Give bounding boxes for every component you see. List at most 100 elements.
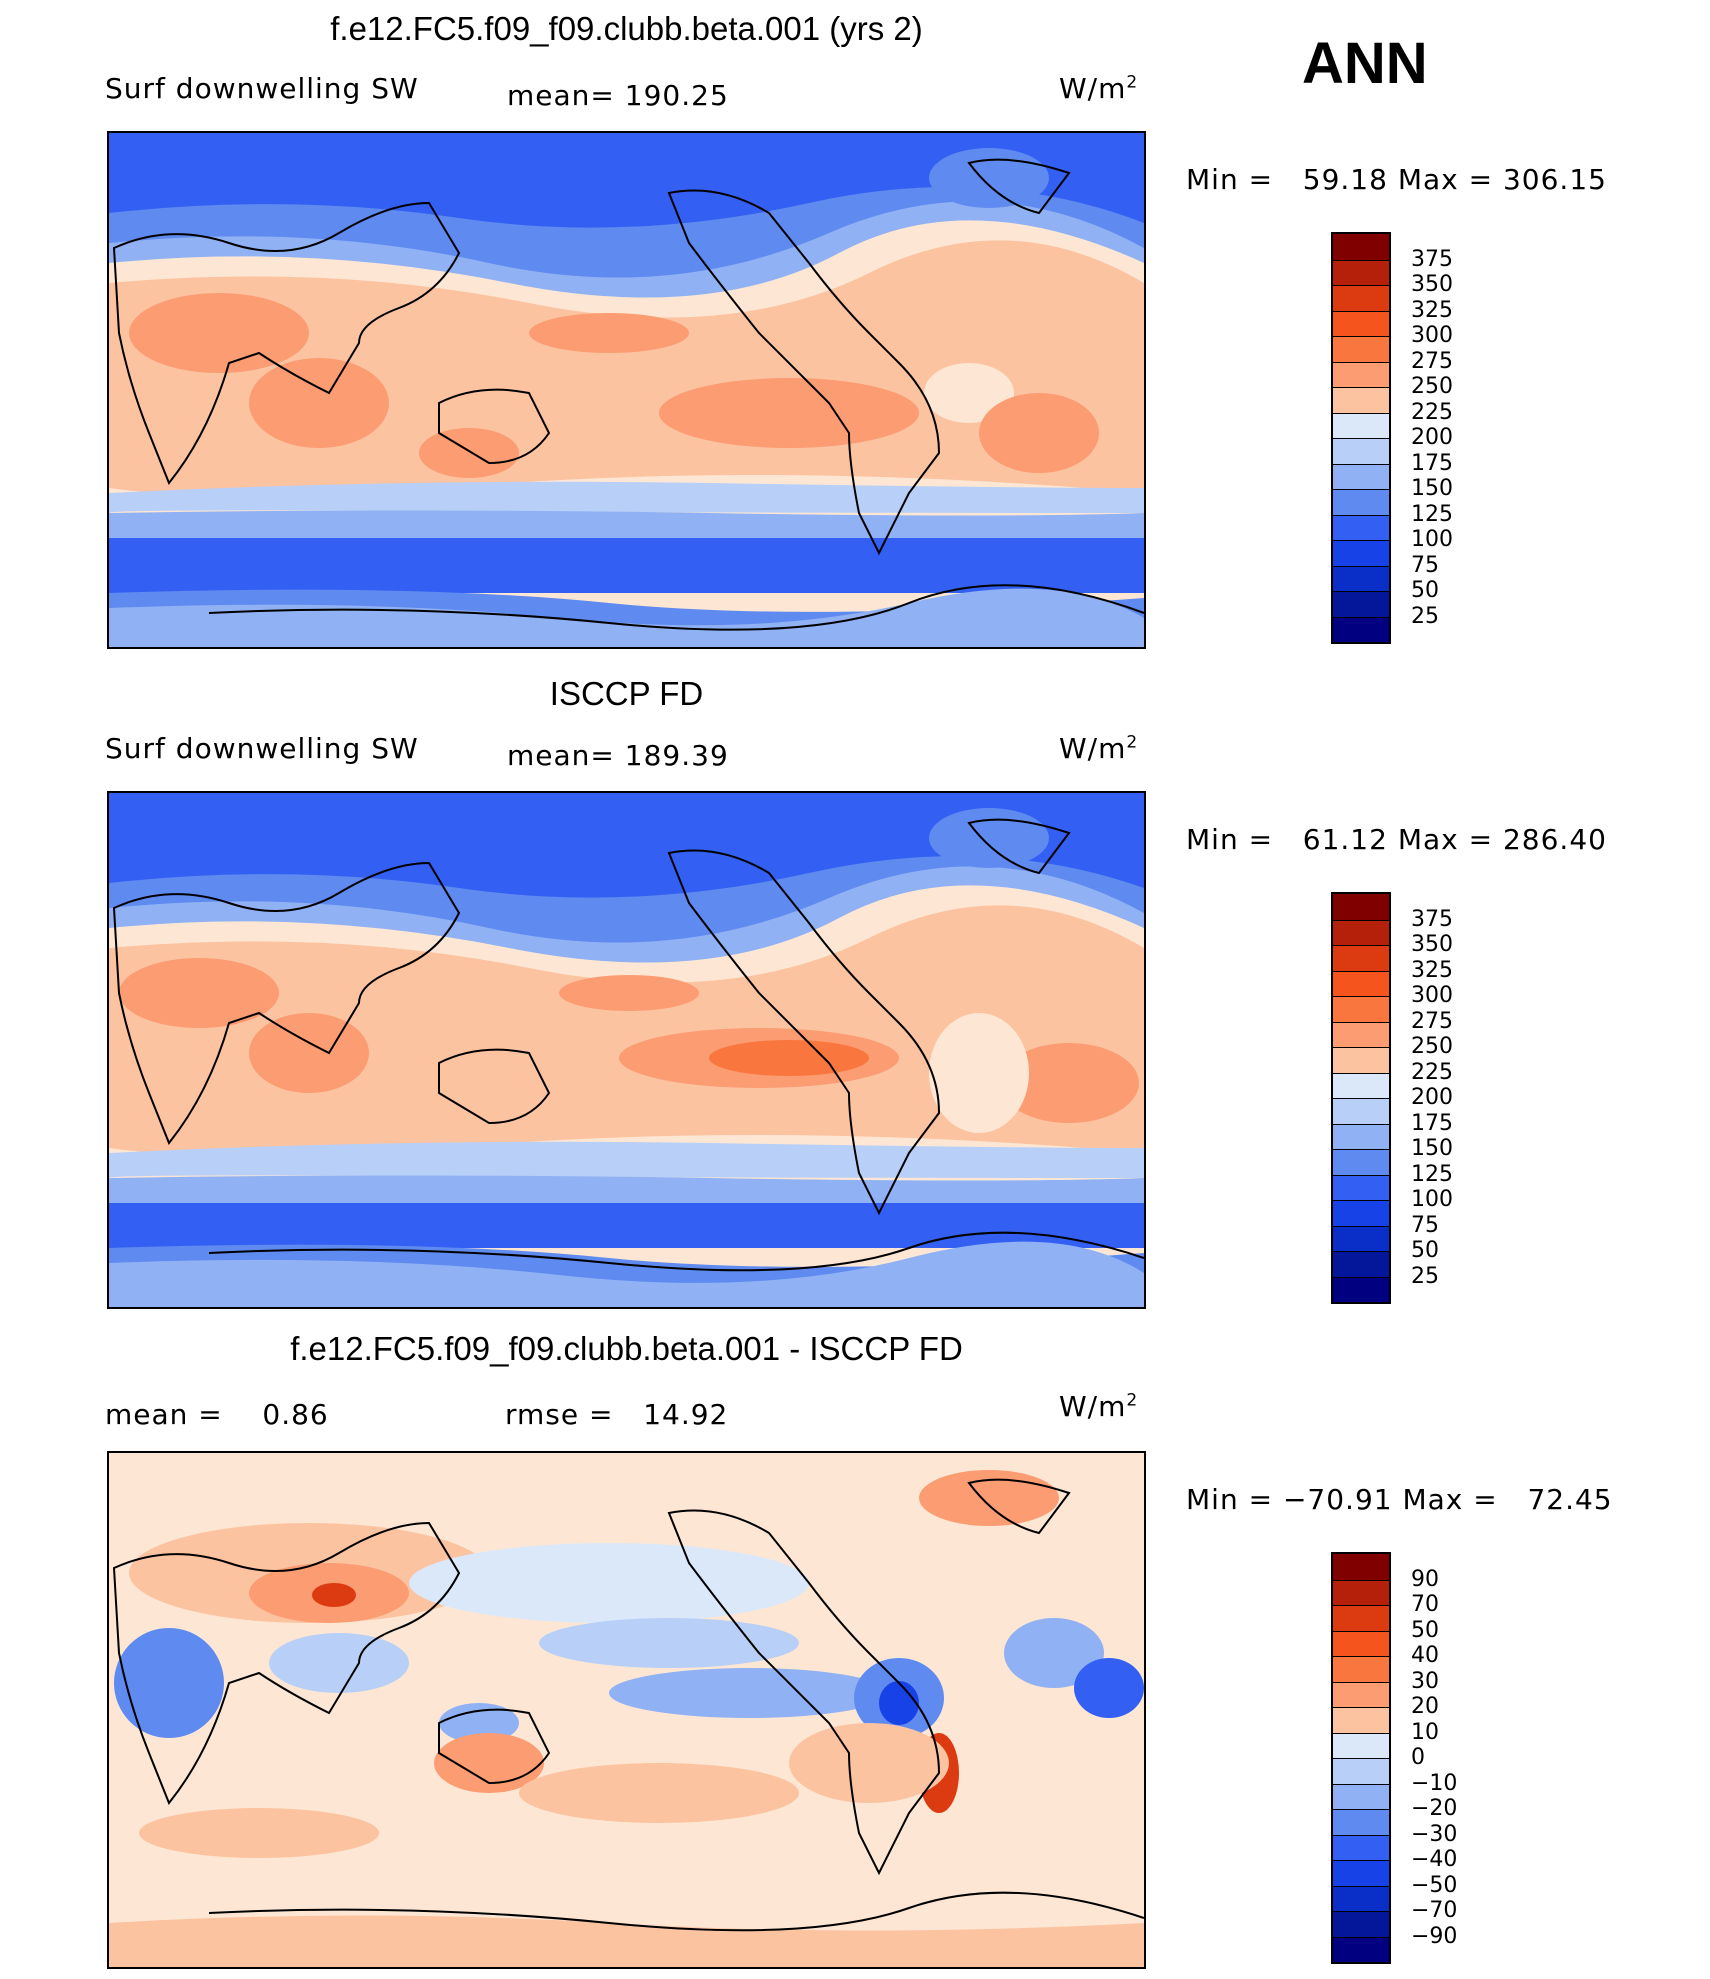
colorbar-tick-label: 10 — [1411, 1719, 1439, 1745]
panel2-colorbar — [1331, 892, 1391, 1304]
colorbar-tick-label: 75 — [1411, 1212, 1439, 1238]
colorbar-tick-label: −20 — [1411, 1796, 1458, 1821]
panel3-mean: mean = 0.86 — [105, 1398, 329, 1431]
panel3-min-value: −70.91 — [1282, 1483, 1393, 1516]
colorbar-tick-label: 250 — [1411, 374, 1453, 399]
colorbar-segment — [1333, 1911, 1389, 1937]
colorbar-segment — [1333, 1630, 1389, 1656]
panel2-max-value: 286.40 — [1502, 823, 1607, 856]
colorbar-tick-label: 25 — [1411, 1263, 1439, 1289]
colorbar-segment — [1333, 1656, 1389, 1682]
colorbar-tick-label: 25 — [1411, 603, 1439, 629]
colorbar-segment — [1333, 540, 1389, 566]
colorbar-tick-label: −50 — [1411, 1872, 1458, 1898]
colorbar-segment — [1333, 489, 1389, 515]
colorbar-tick-label: 50 — [1411, 578, 1439, 603]
colorbar-segment — [1333, 894, 1389, 920]
colorbar-segment — [1333, 1809, 1389, 1835]
colorbar-segment — [1333, 361, 1389, 387]
panel1-min-value: 59.18 — [1302, 163, 1388, 196]
colorbar-tick-label: 125 — [1411, 501, 1453, 527]
colorbar-segment — [1333, 1936, 1389, 1962]
panel1-map — [107, 131, 1146, 649]
colorbar-segment — [1333, 591, 1389, 617]
panel3-max-value: 72.45 — [1527, 1483, 1613, 1516]
colorbar-segment — [1333, 514, 1389, 540]
colorbar-segment — [1333, 1681, 1389, 1707]
panel2-map — [107, 791, 1146, 1309]
colorbar-tick-label: −40 — [1411, 1847, 1458, 1872]
panel2-title: ISCCP FD — [549, 675, 704, 712]
season-label: ANN — [1302, 31, 1428, 96]
colorbar-tick-label: 30 — [1411, 1668, 1439, 1694]
colorbar-segment — [1333, 336, 1389, 362]
colorbar-tick-label: 100 — [1411, 527, 1453, 552]
colorbar-segment — [1333, 919, 1389, 945]
panel1-minmax: Min = 59.18 Max = 306.15 — [1186, 163, 1607, 196]
colorbar-segment — [1333, 310, 1389, 336]
colorbar-segment — [1333, 1123, 1389, 1149]
colorbar-tick-label: 100 — [1411, 1187, 1453, 1212]
colorbar-tick-label: 150 — [1411, 1136, 1453, 1161]
panel2-minmax: Min = 61.12 Max = 286.40 — [1186, 823, 1607, 856]
colorbar-segment — [1333, 1225, 1389, 1251]
panel2-mean: mean= 189.39 — [507, 739, 729, 772]
colorbar-tick-label: 200 — [1411, 425, 1453, 450]
colorbar-segment — [1333, 1885, 1389, 1911]
colorbar-tick-label: 250 — [1411, 1034, 1453, 1059]
colorbar-tick-label: 50 — [1411, 1617, 1439, 1643]
colorbar-segment — [1333, 1047, 1389, 1073]
colorbar-tick-label: 70 — [1411, 1592, 1439, 1617]
panel2-map-svg — [109, 793, 1144, 1307]
colorbar-tick-label: 275 — [1411, 1008, 1453, 1034]
colorbar-tick-label: 300 — [1411, 983, 1453, 1008]
colorbar-segment — [1333, 1072, 1389, 1098]
colorbar-segment — [1333, 565, 1389, 591]
colorbar-tick-label: 50 — [1411, 1238, 1439, 1263]
colorbar-tick-label: −30 — [1411, 1821, 1458, 1847]
panel1-title: f.e12.FC5.f09_f09.clubb.beta.001 (yrs 2) — [330, 10, 923, 47]
panel3-map-svg — [109, 1453, 1144, 1967]
panel3-rmse-label: rmse = — [505, 1398, 614, 1431]
panel2-units: W/m2 — [1059, 732, 1139, 765]
colorbar-tick-label: 90 — [1411, 1566, 1439, 1592]
colorbar-tick-label: 350 — [1411, 932, 1453, 957]
colorbar-segment — [1333, 1579, 1389, 1605]
colorbar-tick-label: 20 — [1411, 1694, 1439, 1719]
colorbar-segment — [1333, 463, 1389, 489]
colorbar-segment — [1333, 970, 1389, 996]
colorbar-tick-label: 225 — [1411, 1059, 1453, 1085]
colorbar-tick-label: 325 — [1411, 297, 1453, 323]
colorbar-segment — [1333, 945, 1389, 971]
colorbar-segment — [1333, 1605, 1389, 1631]
colorbar-segment — [1333, 1251, 1389, 1277]
panel1-units: W/m2 — [1059, 72, 1139, 105]
panel3-colorbar — [1331, 1552, 1391, 1964]
panel3-units: W/m2 — [1059, 1390, 1139, 1423]
colorbar-tick-label: 0 — [1411, 1745, 1425, 1770]
colorbar-segment — [1333, 1758, 1389, 1784]
colorbar-tick-label: 75 — [1411, 552, 1439, 578]
colorbar-segment — [1333, 616, 1389, 642]
colorbar-tick-label: 40 — [1411, 1643, 1439, 1668]
colorbar-segment — [1333, 1732, 1389, 1758]
panel1-mean-value: 190.25 — [624, 79, 729, 112]
colorbar-segment — [1333, 1834, 1389, 1860]
panel3-rmse-value: 14.92 — [643, 1398, 729, 1431]
colorbar-segment — [1333, 1098, 1389, 1124]
colorbar-segment — [1333, 285, 1389, 311]
panel1-variable-label: Surf downwelling SW — [105, 72, 419, 105]
colorbar-tick-label: 175 — [1411, 450, 1453, 476]
panel1-map-svg — [109, 133, 1144, 647]
panel3-map — [107, 1451, 1146, 1969]
colorbar-tick-label: 375 — [1411, 906, 1453, 932]
panel3-minmax: Min = −70.91 Max = 72.45 — [1186, 1483, 1613, 1516]
colorbar-segment — [1333, 259, 1389, 285]
colorbar-segment — [1333, 1554, 1389, 1580]
colorbar-tick-label: −90 — [1411, 1923, 1458, 1949]
colorbar-segment — [1333, 234, 1389, 260]
panel3-rmse: rmse = 14.92 — [505, 1398, 728, 1431]
colorbar-segment — [1333, 412, 1389, 438]
colorbar-tick-label: 350 — [1411, 272, 1453, 297]
panel3-title: f.e12.FC5.f09_f09.clubb.beta.001 - ISCCP… — [290, 1330, 963, 1367]
